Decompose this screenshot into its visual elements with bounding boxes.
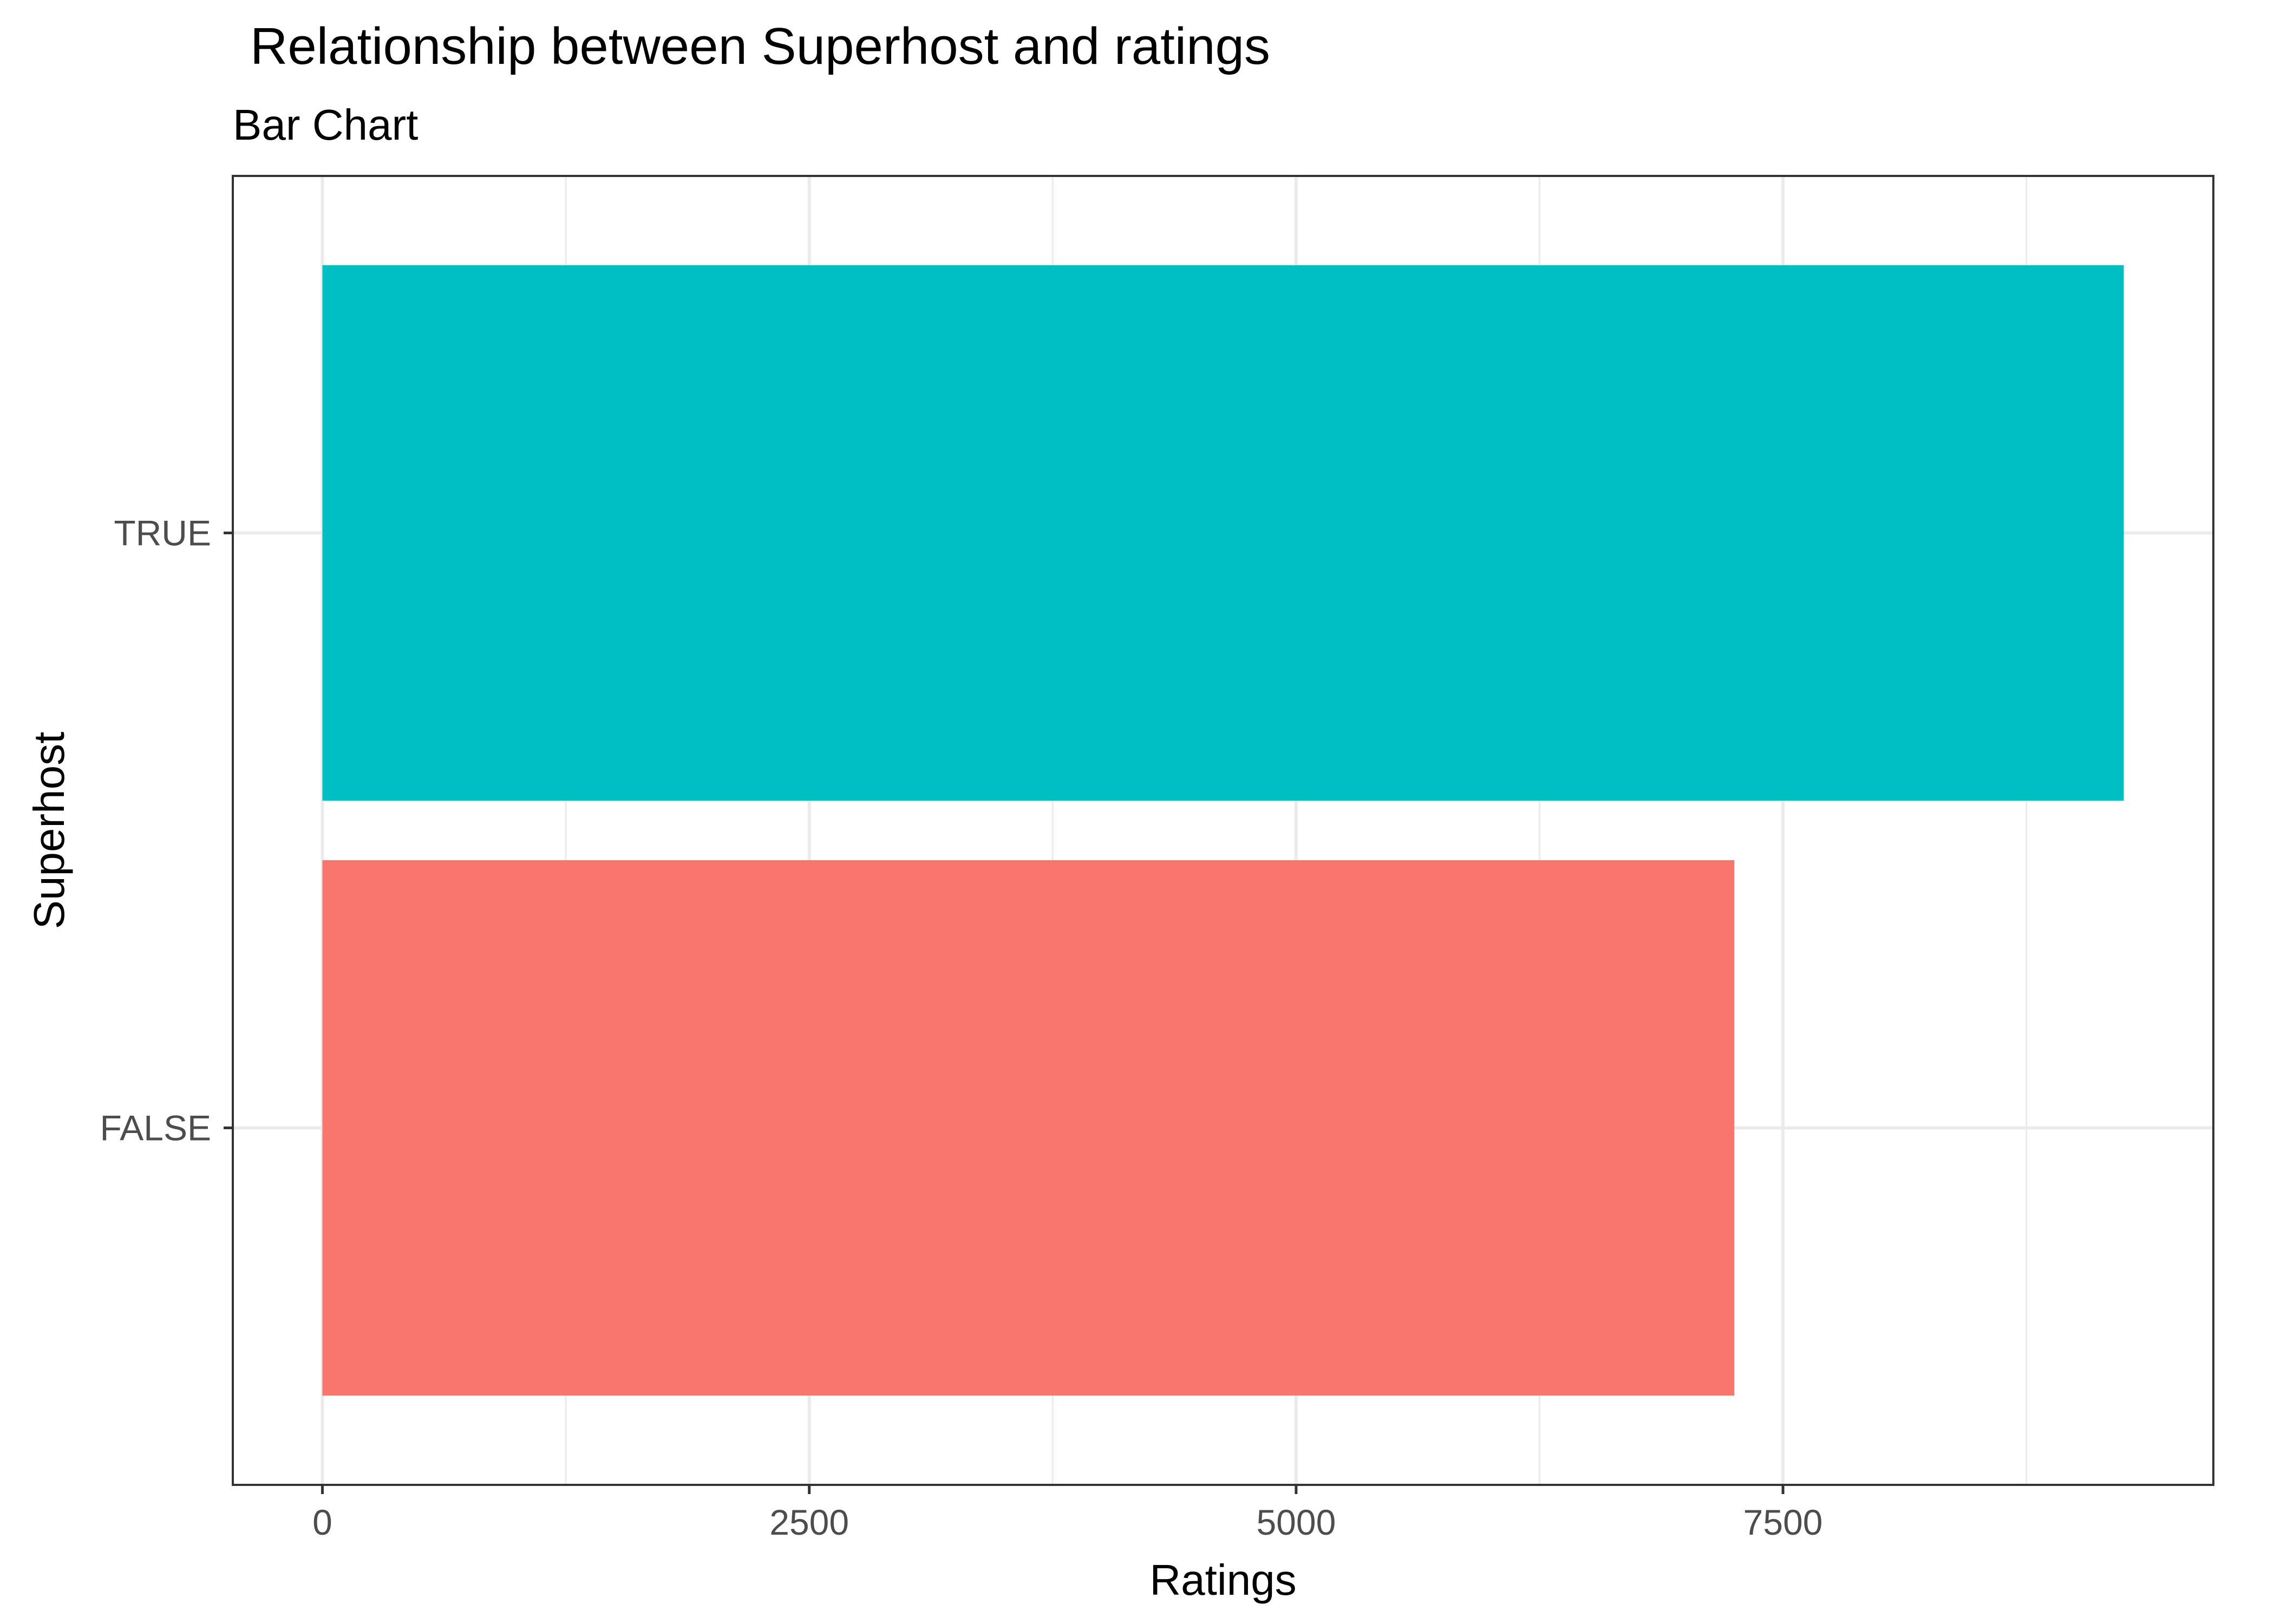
y-axis-title: Superhost <box>25 732 73 929</box>
plot-panel-border <box>232 175 2214 1486</box>
y-tick-label: FALSE <box>100 1108 211 1148</box>
bar-false <box>322 860 1735 1396</box>
axes: 0 2500 5000 7500 FALSE TRUE <box>100 513 1823 1542</box>
chart-subtitle: Bar Chart <box>233 101 418 149</box>
x-tick-label: 0 <box>312 1502 332 1542</box>
x-axis-title: Ratings <box>1149 1556 1296 1604</box>
x-tick-label: 7500 <box>1743 1502 1823 1542</box>
chart-title: Relationship between Superhost and ratin… <box>250 17 1270 75</box>
x-tick-label: 5000 <box>1256 1502 1336 1542</box>
x-tick-label: 2500 <box>769 1502 849 1542</box>
bars <box>322 265 2124 1396</box>
bar-true <box>322 265 2124 801</box>
y-tick-label: TRUE <box>114 513 211 553</box>
